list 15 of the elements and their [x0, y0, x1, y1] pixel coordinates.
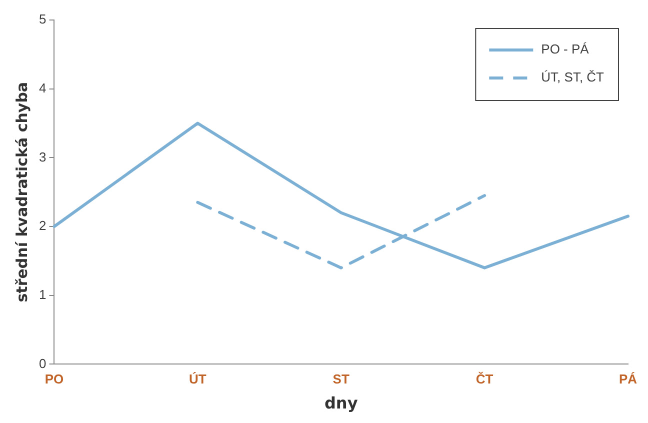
x-tick-label: PO: [44, 372, 64, 387]
y-tick-label: 5: [38, 12, 46, 27]
x-tick-label: ST: [332, 372, 350, 387]
y-axis-title: střední kvadratická chyba: [12, 82, 31, 302]
legend-label: ÚT, ST, ČT: [541, 70, 604, 85]
y-tick-label: 4: [38, 80, 46, 96]
y-tick-label: 0: [38, 356, 46, 371]
x-tick-label: ČT: [476, 372, 494, 387]
x-tick-label: ÚT: [189, 372, 206, 387]
y-tick-label: 1: [38, 286, 46, 302]
x-axis-title: dny: [324, 394, 358, 413]
x-tick-label: PÁ: [618, 372, 638, 387]
y-tick-label: 2: [38, 218, 46, 234]
legend-label: PO - PÁ: [541, 42, 590, 57]
y-tick-label: 3: [38, 149, 46, 164]
